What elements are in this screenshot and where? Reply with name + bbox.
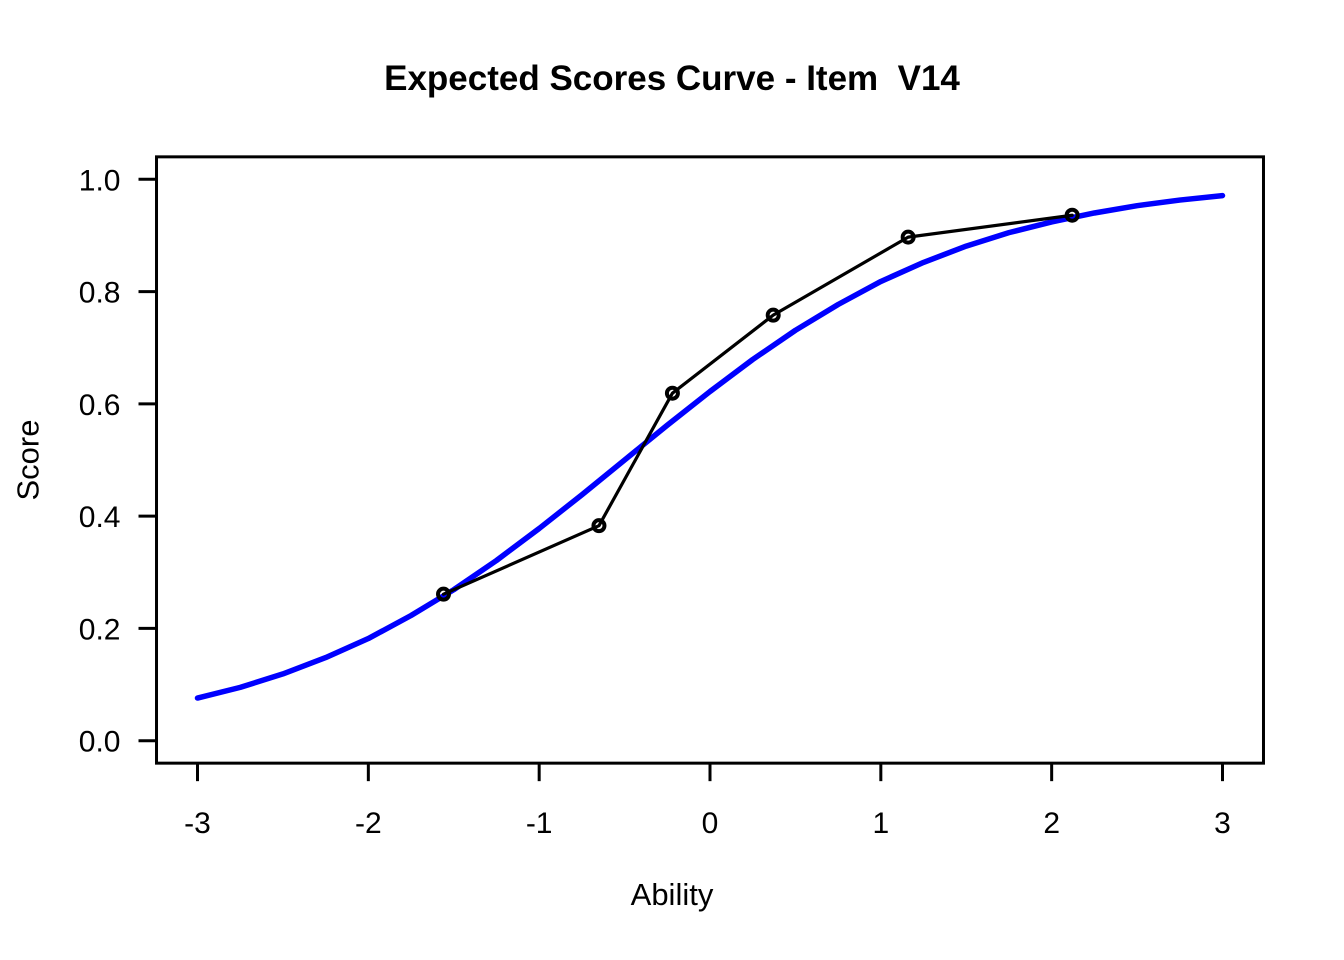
x-axis-tick-label: 1 — [872, 807, 889, 840]
plot-frame-group — [155, 155, 1265, 765]
series-group — [194, 192, 1226, 701]
y-axis-tick-label: 0.6 — [79, 389, 121, 422]
observed-score-point — [664, 385, 680, 401]
observed-score-point — [591, 518, 607, 534]
observed-group-scores-line — [441, 213, 1074, 596]
chart-title: Expected Scores Curve - Item V14 — [384, 59, 960, 98]
y-axis-tick-label: 0.0 — [79, 726, 121, 759]
y-axis-tick-label: 1.0 — [79, 164, 121, 197]
observed-score-point — [1064, 207, 1080, 223]
observed-score-point — [436, 586, 452, 602]
y-axis-tick-label: 0.8 — [79, 277, 121, 310]
x-axis-label: Ability — [630, 877, 714, 912]
plot-frame — [155, 155, 1265, 765]
y-axis-label: Score — [10, 419, 46, 501]
x-axis-tick-label: -1 — [526, 807, 553, 840]
x-axis-tick-label: -3 — [184, 807, 211, 840]
expected-score-model-curve-line — [194, 192, 1226, 701]
x-axis-tick-label: -2 — [355, 807, 382, 840]
x-axis-tick-label: 0 — [702, 807, 719, 840]
x-axis-tick-label: 3 — [1214, 807, 1231, 840]
observed-score-point — [900, 229, 916, 245]
observed-score-point — [765, 307, 781, 323]
y-axis-tick-label: 0.4 — [79, 501, 121, 534]
y-axis-tick-label: 0.2 — [79, 613, 121, 646]
axis-ticks-group — [138, 177, 1224, 782]
axis-tick-labels-group: -3 -2 -1 0 1 2 3 0.0 0.2 0.4 0.6 0.8 1.0 — [79, 164, 1231, 840]
x-axis-tick-label: 2 — [1043, 807, 1060, 840]
